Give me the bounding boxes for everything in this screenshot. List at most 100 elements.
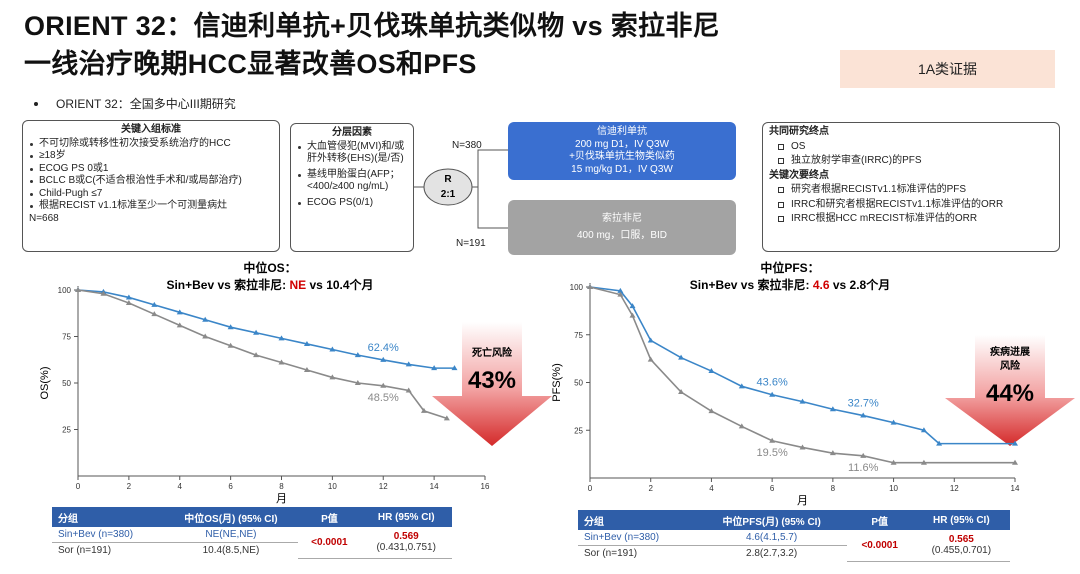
censor-marker	[202, 333, 209, 339]
x-axis-label: 月	[797, 495, 808, 507]
endpoint-item: IRRC和研究者根据RECISTv1.1标准评估的ORR	[775, 199, 1053, 212]
censor-marker	[890, 419, 897, 425]
censor-marker	[629, 312, 636, 318]
x-tick-label: 0	[588, 484, 593, 493]
x-tick-label: 6	[770, 484, 775, 493]
box-title: 关键次要终点	[769, 169, 829, 181]
censor-marker	[647, 337, 654, 343]
randomization-label: R	[444, 174, 452, 185]
x-tick-label: 14	[430, 482, 439, 491]
inclusion-item: 不可切除或转移性初次接受系统治疗的HCC	[29, 138, 273, 151]
study-text: ORIENT 32：全国多中心III期研究	[56, 97, 236, 111]
censor-marker	[799, 444, 806, 450]
censor-marker	[303, 340, 310, 346]
censor-marker	[617, 287, 624, 293]
title-line: 一线治疗晚期HCC显著改善OS和PFS	[24, 49, 477, 79]
inclusion-item: Child-Pugh ≤7	[29, 188, 273, 201]
x-tick-label: 2	[648, 484, 653, 493]
rate-label: 11.6%	[848, 462, 879, 474]
censor-marker	[890, 459, 897, 465]
y-tick-label: 75	[62, 333, 71, 342]
km-curve	[77, 289, 448, 420]
endpoints-box: 共同研究终点 OS 独立放射学审查(IRRC)的PFS 关键次要终点 研究者根据…	[762, 122, 1060, 252]
censor-marker	[451, 365, 458, 371]
chart-subtitle: Sin+Bev vs 索拉非尼: 4.6 vs 2.8个月	[690, 277, 890, 292]
table-row: Sor (n=191) 2.8(2.7,3.2)	[578, 546, 1010, 562]
censor-marker	[278, 335, 285, 341]
censor-marker	[329, 346, 336, 352]
hr: 0.565	[948, 534, 974, 546]
box-title: 共同研究终点	[769, 126, 829, 137]
inclusion-box: 关键入组标准 不可切除或转移性初次接受系统治疗的HCC ≥18岁 ECOG PS…	[22, 120, 280, 252]
censor-marker	[75, 287, 81, 292]
censor-marker	[920, 427, 927, 433]
header-cell: 分组	[52, 507, 164, 527]
connector	[477, 187, 508, 229]
cell: Sor (n=191)	[58, 545, 112, 556]
inclusion-item: ECOG PS 0或1	[29, 163, 273, 176]
arm-box: 信迪利单抗 200 mg D1，IV Q3W +贝伐珠单抗生物类似药 15 mg…	[508, 122, 736, 180]
censor-marker	[829, 406, 836, 412]
chart-title: 中位OS：	[243, 260, 296, 275]
hr-ci: (0.431,0.751)	[376, 542, 436, 554]
rate-label: 62.4%	[368, 342, 399, 354]
censor-marker	[829, 450, 836, 456]
cell: Sor (n=191)	[584, 548, 638, 559]
censor-marker	[678, 389, 685, 395]
subtitle-highlight: NE	[290, 278, 307, 292]
strat-item: ECOG PS(0/1)	[297, 197, 407, 210]
censor-marker	[860, 412, 867, 418]
censor-marker	[278, 359, 285, 365]
x-tick-label: 12	[379, 482, 388, 491]
x-tick-label: 16	[481, 482, 490, 491]
header-cell: P值	[846, 510, 913, 530]
header-cell: 中位OS(月) (95% CI)	[163, 507, 299, 527]
arm-line: +贝伐珠单抗生物类似药	[569, 151, 675, 162]
arm-n: N=380	[452, 140, 482, 151]
censor-marker	[860, 452, 867, 458]
risk-label: 疾病进展	[990, 345, 1030, 358]
badge-text: 1A类证据	[917, 61, 978, 77]
rate-label: 32.7%	[848, 398, 879, 410]
chart-title: 中位PFS：	[760, 260, 819, 275]
subtitle-highlight: 4.6	[813, 278, 830, 292]
hr-cell: 0.569 (0.431,0.751)	[360, 527, 452, 559]
randomization-diagram: R 2:1	[414, 149, 508, 229]
risk-arrow	[432, 322, 552, 446]
header-cell: 中位PFS(月) (95% CI)	[696, 510, 847, 530]
rate-label: 48.5%	[368, 392, 399, 404]
table-header: 分组 中位OS(月) (95% CI) P值 HR (95% CI)	[52, 507, 452, 527]
table-header: 分组 中位PFS(月) (95% CI) P值 HR (95% CI)	[578, 510, 1010, 530]
cell: Sin+Bev (n=380)	[52, 527, 164, 543]
censor-marker	[708, 368, 715, 374]
y-tick-label: 100	[58, 286, 72, 295]
x-tick-label: 10	[328, 482, 337, 491]
censor-marker	[920, 459, 927, 465]
x-tick-label: 4	[178, 482, 183, 491]
y-tick-label: 50	[574, 379, 583, 388]
censor-marker	[125, 294, 132, 300]
strat-list: 大血管侵犯(MVI)和/或肝外转移(EHS)(是/否) 基线甲胎蛋白(AFP；<…	[297, 141, 407, 210]
stratification-box: 分层因素 大血管侵犯(MVI)和/或肝外转移(EHS)(是/否) 基线甲胎蛋白(…	[290, 123, 414, 252]
censor-marker	[380, 382, 387, 388]
inclusion-item: 根据RECIST v1.1标准至少一个可测量病灶	[29, 200, 273, 213]
arm-box: 索拉非尼 400 mg，口服，BID	[508, 200, 736, 255]
km-curve	[589, 286, 1015, 464]
risk-value: 44%	[986, 380, 1034, 407]
p-value: <0.0001	[846, 530, 913, 562]
censor-marker	[405, 361, 412, 367]
box-title: 关键入组标准	[121, 124, 181, 135]
censor-marker	[769, 437, 776, 443]
risk-arrow	[945, 335, 1075, 446]
censor-marker	[354, 352, 361, 358]
censor-marker	[617, 291, 624, 297]
y-tick-label: 75	[574, 331, 583, 340]
censor-marker	[738, 383, 745, 389]
censor-marker	[678, 354, 685, 360]
censor-marker	[227, 324, 234, 330]
strat-item: 大血管侵犯(MVI)和/或肝外转移(EHS)(是/否)	[297, 141, 407, 166]
table-row: Sin+Bev (n=380) 4.6(4.1,5.7) <0.0001 0.5…	[578, 530, 1010, 562]
censor-marker	[303, 366, 310, 372]
